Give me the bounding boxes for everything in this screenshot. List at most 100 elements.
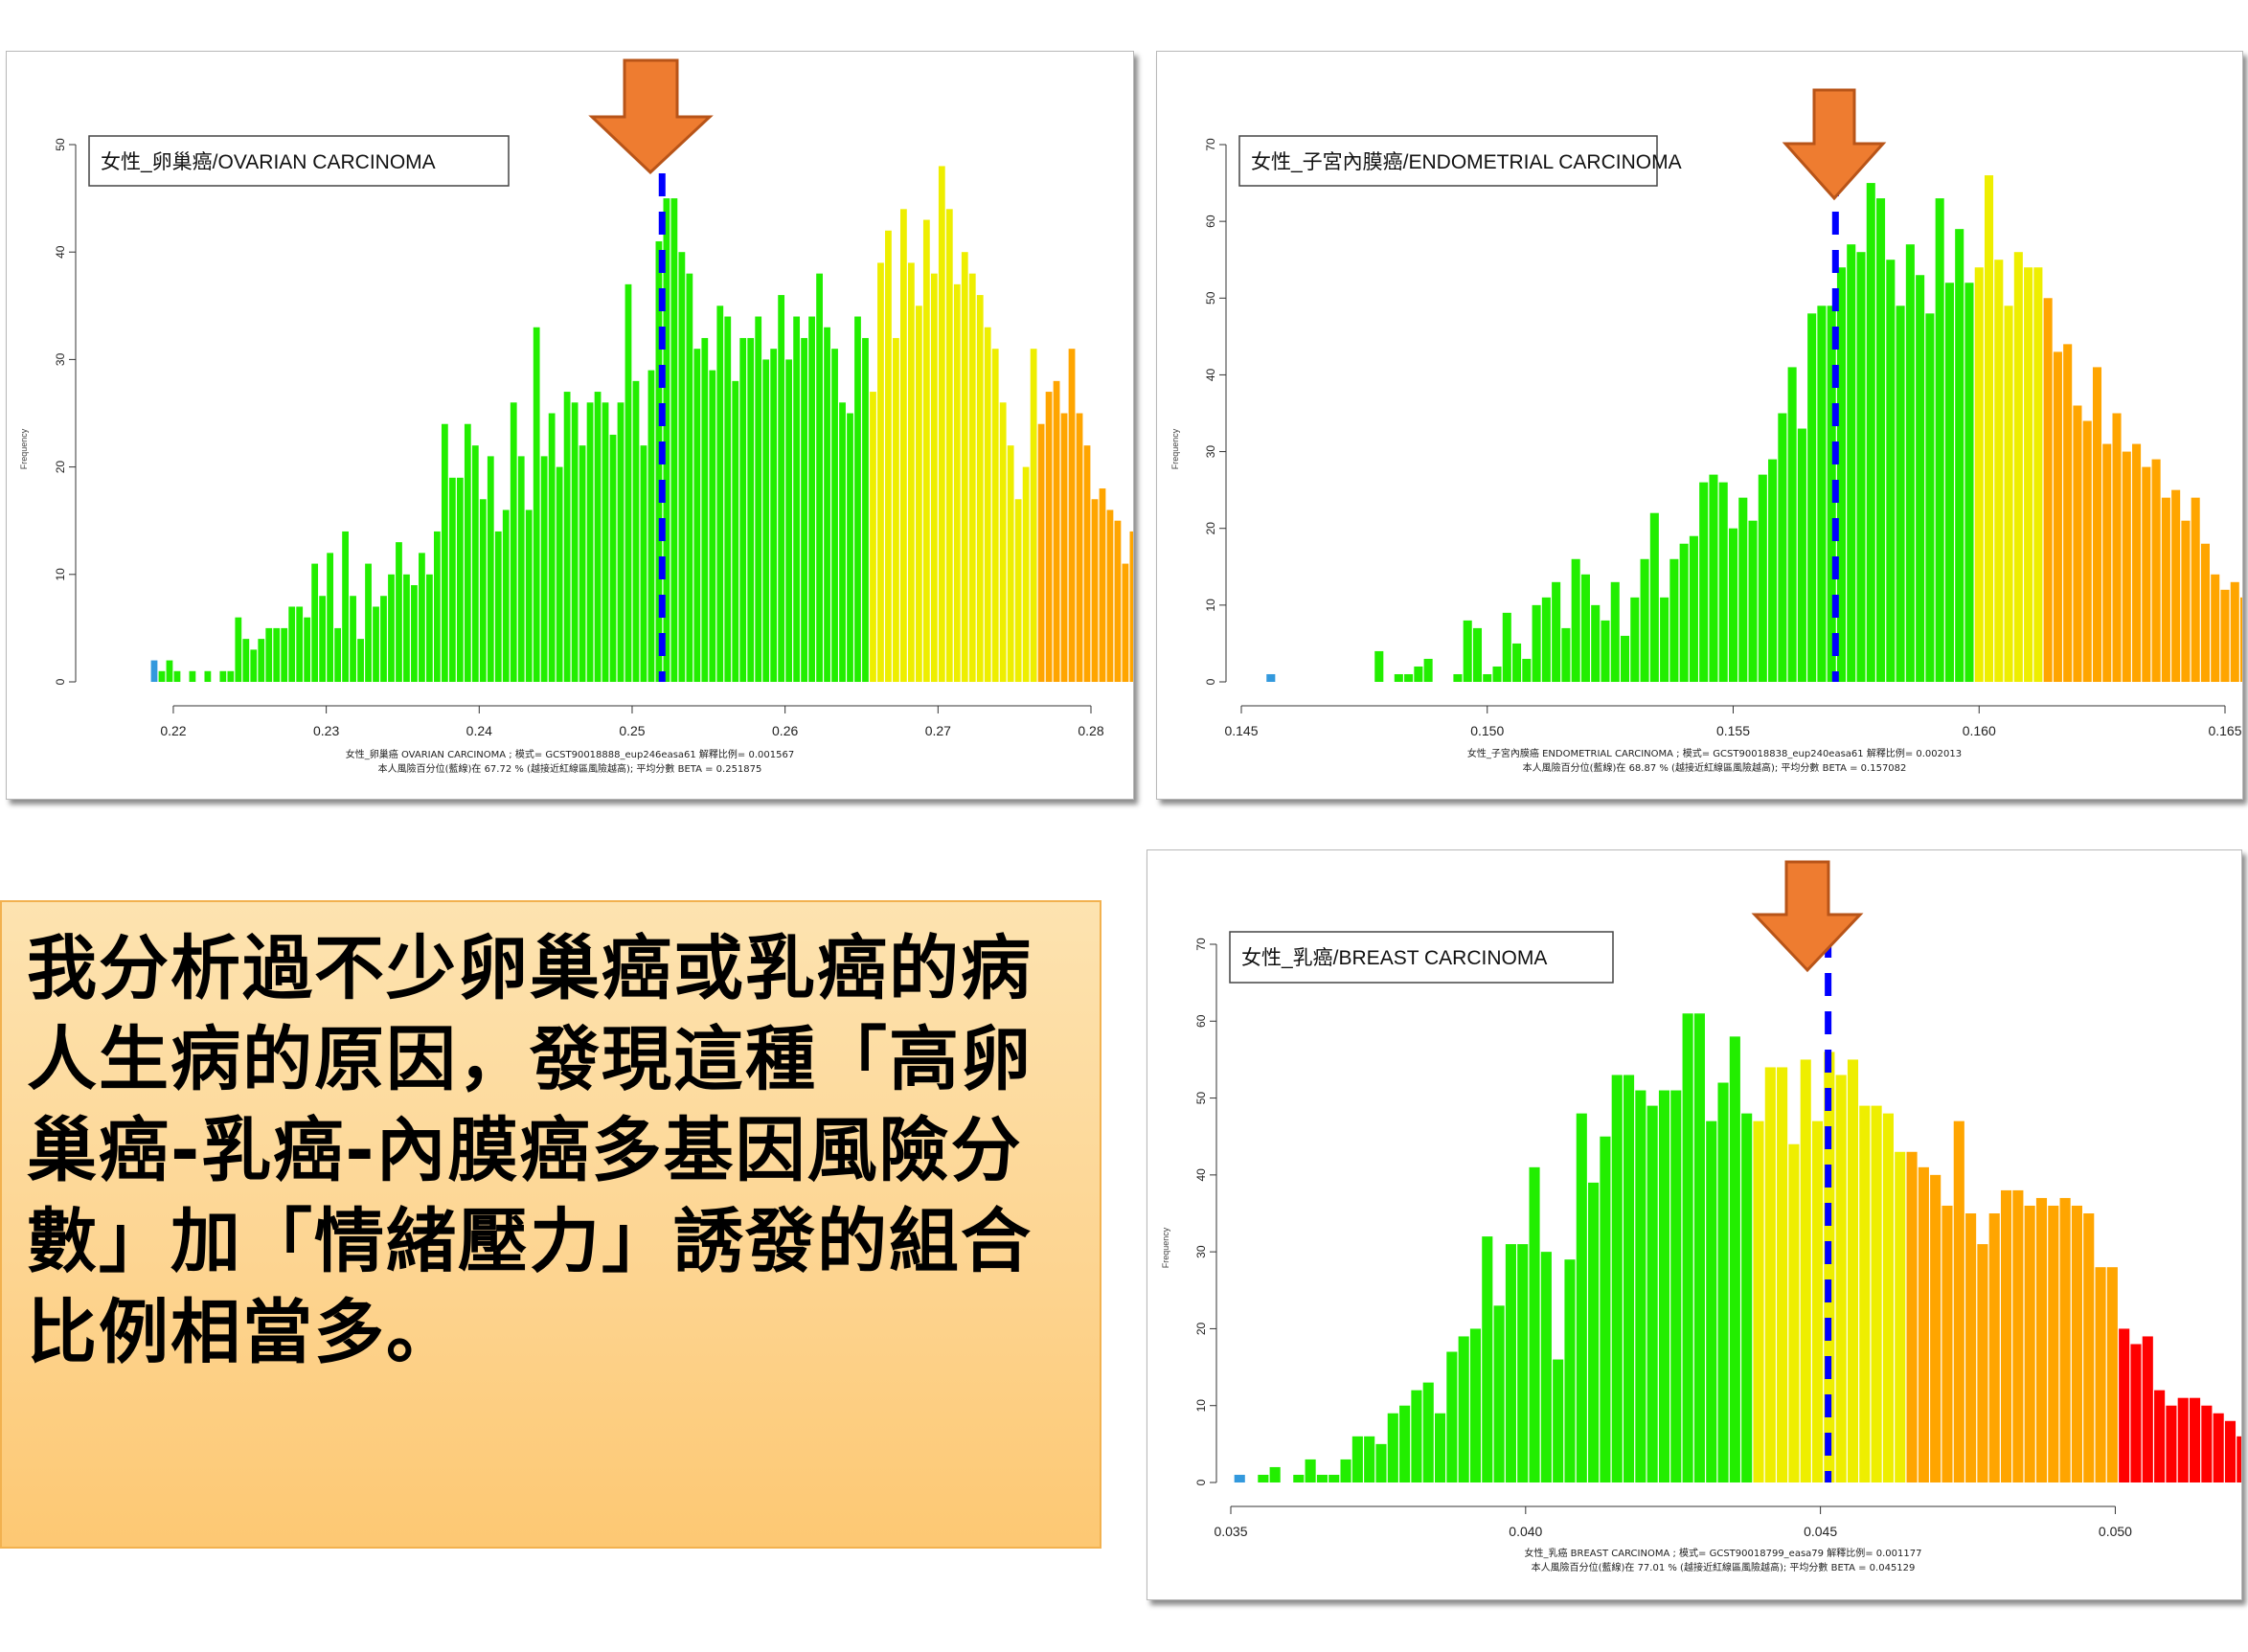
histogram-bar xyxy=(227,670,235,682)
commentary-box: 我分析過不少卵巢癌或乳癌的病人生病的原因，發現這種「高卵巢癌-乳癌-內膜癌多基因… xyxy=(0,900,1101,1549)
histogram-bar xyxy=(2092,367,2102,682)
histogram-bar xyxy=(342,531,349,682)
histogram-bar xyxy=(1053,380,1060,682)
histogram-bar xyxy=(1580,574,1590,682)
histogram-bar xyxy=(1576,1113,1587,1482)
histogram-bar xyxy=(2142,1336,2153,1482)
histogram-bar xyxy=(785,359,793,682)
histogram-bar xyxy=(885,230,892,682)
histogram-bar xyxy=(915,306,922,682)
histogram-bar xyxy=(663,198,670,682)
histogram-bar xyxy=(747,337,755,682)
histogram-bar xyxy=(1399,1405,1411,1482)
y-tick-label: 30 xyxy=(1194,1245,1208,1258)
histogram-bar xyxy=(380,596,387,682)
breast-chart: 0.035 0.040 0.045 0.050 0 10 20 30 40 50 60 70 女性_乳… xyxy=(1161,860,2241,1573)
histogram-bar xyxy=(1847,244,1856,682)
histogram-bar xyxy=(1293,1474,1305,1482)
histogram-bar xyxy=(1611,1075,1623,1482)
histogram-bar xyxy=(1387,1413,1398,1482)
histogram-bar xyxy=(1788,1143,1800,1482)
histogram-bar xyxy=(2024,1205,2035,1482)
histogram-bar xyxy=(2201,1405,2213,1482)
histogram-bar xyxy=(173,670,181,682)
histogram-bar xyxy=(922,219,930,683)
histogram-bar xyxy=(1800,1059,1811,1482)
histogram-bar xyxy=(1886,260,1896,682)
histogram-bar xyxy=(1022,466,1030,682)
histogram-bar xyxy=(1269,1466,1281,1482)
y-tick-label: 0 xyxy=(1204,678,1217,685)
y-tick-label: 40 xyxy=(1194,1168,1208,1182)
histogram-bar xyxy=(219,670,227,682)
x-tick-label: 0.28 xyxy=(1078,723,1103,738)
histogram-bar xyxy=(1764,1067,1776,1482)
histogram-bar xyxy=(617,402,624,682)
y-tick-label: 70 xyxy=(1194,938,1208,951)
histogram-bar xyxy=(540,456,548,682)
down-arrow-icon xyxy=(588,58,714,175)
histogram-bar xyxy=(793,316,801,682)
legend-text: 女性_乳癌/BREAST CARCINOMA xyxy=(1241,947,1547,969)
histogram-bar xyxy=(831,349,838,682)
histogram-bar xyxy=(2112,413,2122,682)
x-tick-label: 0.23 xyxy=(313,723,339,738)
histogram-bar xyxy=(1234,1474,1245,1482)
histogram-bar xyxy=(999,402,1007,682)
y-tick-label: 40 xyxy=(54,245,67,259)
histogram-bar xyxy=(242,639,250,682)
histogram-bar xyxy=(1266,673,1276,682)
histogram-bar xyxy=(373,606,379,682)
histogram-bar xyxy=(647,370,655,682)
histogram-bar xyxy=(1060,413,1068,682)
histogram-bar xyxy=(2059,1197,2071,1482)
histogram-bar xyxy=(1669,558,1679,682)
y-axis: 0 10 20 30 40 50 60 70 xyxy=(1204,138,1227,685)
histogram-bar xyxy=(319,596,327,682)
bars xyxy=(1266,175,2242,683)
histogram-bar xyxy=(1258,1474,1269,1482)
y-tick-label: 70 xyxy=(1204,138,1217,151)
histogram-bar xyxy=(579,445,586,682)
histogram-bar xyxy=(1835,1075,1847,1482)
histogram-bar xyxy=(670,198,678,682)
histogram-bar xyxy=(1564,1259,1576,1482)
histogram-bar xyxy=(2240,597,2242,682)
histogram-bar xyxy=(533,327,540,682)
histogram-bar xyxy=(1600,1136,1611,1482)
histogram-bar xyxy=(1106,509,1114,682)
histogram-bar xyxy=(1492,666,1502,682)
histogram-bar xyxy=(1741,1113,1753,1482)
histogram-bar xyxy=(1896,306,1905,682)
y-tick-label: 40 xyxy=(1204,368,1217,381)
histogram-bar xyxy=(403,574,410,682)
histogram-bar xyxy=(273,627,281,682)
histogram-bar xyxy=(1670,1090,1682,1482)
histogram-bar xyxy=(2073,405,2082,682)
histogram-bar xyxy=(494,531,502,682)
histogram-bar xyxy=(586,402,594,682)
histogram-bar xyxy=(456,477,464,682)
histogram-bar xyxy=(1728,528,1738,682)
histogram-bar xyxy=(2013,252,2023,682)
y-tick-label: 20 xyxy=(1194,1322,1208,1335)
histogram-bar xyxy=(961,252,968,682)
legend-text: 女性_卵巢癌/OVARIAN CARCINOMA xyxy=(101,151,436,173)
y-tick-label: 30 xyxy=(54,352,67,366)
histogram-bar xyxy=(166,660,173,682)
histogram-bar xyxy=(1693,1013,1705,1482)
histogram-bar xyxy=(388,574,395,682)
histogram-bar xyxy=(1532,604,1541,682)
histogram-bar xyxy=(1591,604,1601,682)
histogram-bar xyxy=(1453,673,1463,682)
histogram-bar xyxy=(678,252,686,682)
histogram-bar xyxy=(2071,1205,2082,1482)
x-axis: 0.145 0.150 0.155 0.160 0.165 xyxy=(1224,705,2242,738)
y-axis-label: Frequency xyxy=(19,428,29,469)
x-tick-label: 0.145 xyxy=(1224,723,1258,738)
histogram-bar xyxy=(755,316,762,682)
histogram-bar xyxy=(2063,344,2073,682)
histogram-bar xyxy=(1030,349,1037,682)
histogram-bar xyxy=(2095,1267,2106,1482)
endometrial-chart: 0.145 0.150 0.155 0.160 0.165 0 10 20 30 40 50 60 70… xyxy=(1170,88,2242,774)
